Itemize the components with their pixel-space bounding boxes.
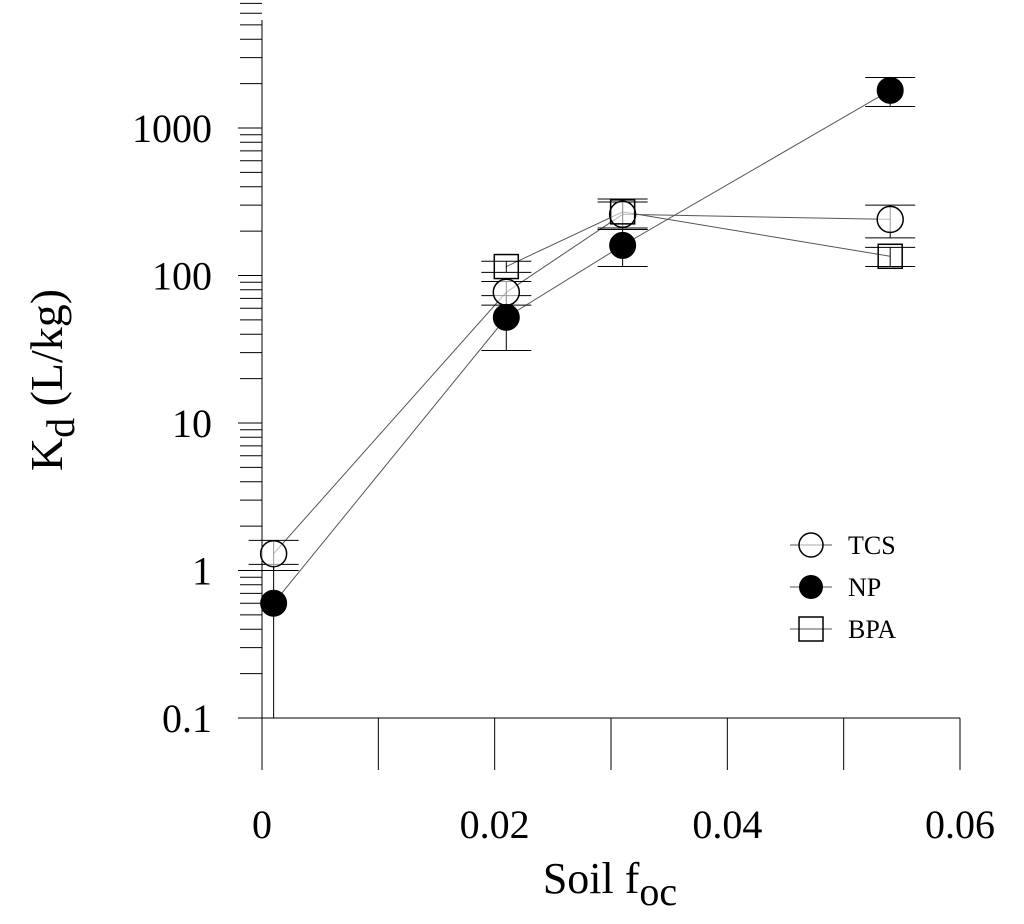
y-axis-label-unit: (L/kg) <box>21 289 72 418</box>
legend-marker <box>799 575 823 599</box>
y-tick-label: 1000 <box>132 106 212 151</box>
legend-marker <box>798 616 824 642</box>
data-point-bpa <box>877 243 903 270</box>
data-point-tcs <box>492 278 521 306</box>
series-line-tcs <box>273 213 891 555</box>
y-tick-label: 100 <box>152 254 212 299</box>
x-tick-label: 0 <box>252 802 272 847</box>
legend-label: NP <box>848 573 881 602</box>
legend: TCS NP BPA <box>790 531 896 644</box>
x-axis-label-main: Soil f <box>543 854 640 903</box>
y-axis-label-subscript: d <box>38 418 83 438</box>
x-tick-label: 0.06 <box>925 802 995 847</box>
legend-item-tcs: TCS <box>790 531 896 560</box>
series-lines <box>273 89 891 604</box>
error-bars <box>248 76 916 718</box>
data-point-np <box>260 589 288 617</box>
x-axis-label-subscript: oc <box>639 869 677 914</box>
data-point-np <box>492 303 520 331</box>
series-line-bpa <box>506 211 891 267</box>
data-point-tcs <box>876 205 904 234</box>
legend-label: BPA <box>848 615 896 644</box>
legend-label: TCS <box>848 531 896 560</box>
y-axis-label-main: K <box>21 438 72 471</box>
axis-labels: Soil foc Kd (L/kg) <box>21 289 677 914</box>
data-point-np <box>609 231 637 259</box>
y-axis-label: Kd (L/kg) <box>21 289 83 471</box>
y-tick-label: 1 <box>192 549 212 594</box>
data-point-bpa <box>493 253 520 280</box>
data-point-tcs <box>608 200 637 229</box>
y-tick-label: 10 <box>172 401 212 446</box>
x-axis-label: Soil foc <box>543 854 677 914</box>
data-point-tcs <box>259 539 288 568</box>
y-tick-label: 0.1 <box>162 696 212 741</box>
legend-marker <box>798 532 824 558</box>
legend-item-np: NP <box>790 573 881 602</box>
x-tick-label: 0.04 <box>692 802 762 847</box>
series-line-np <box>273 89 891 604</box>
data-point-np <box>876 76 904 104</box>
axes: 0.1 1 10 100 1000 0 0.02 0.04 0.06 <box>132 2 995 847</box>
data-point-bpa <box>609 199 636 225</box>
x-tick-label: 0.02 <box>460 802 530 847</box>
legend-item-bpa: BPA <box>790 615 896 644</box>
data-markers <box>259 76 904 617</box>
